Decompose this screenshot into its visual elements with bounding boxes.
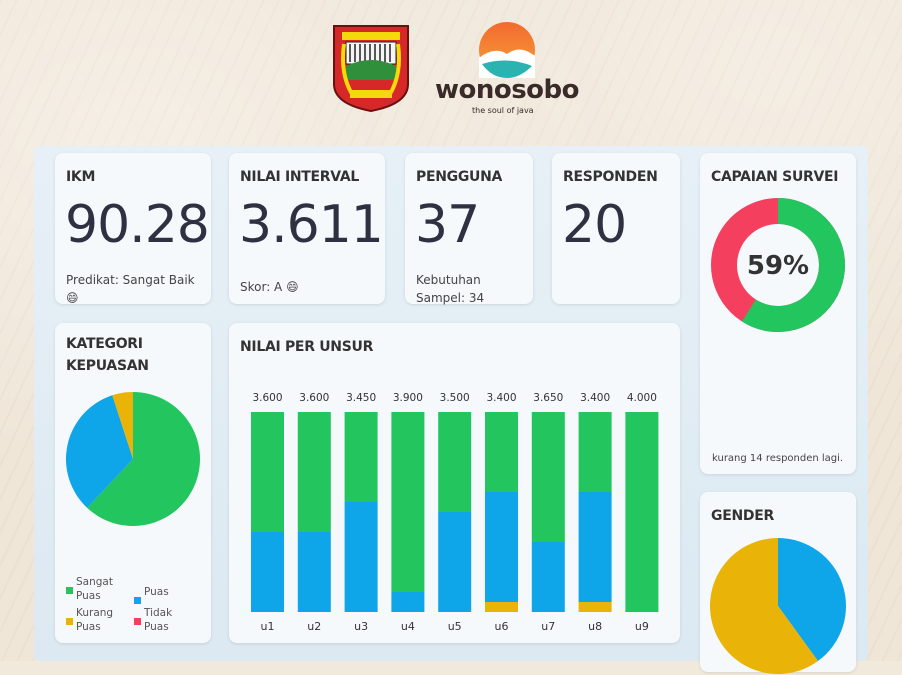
responden-title: RESPONDEN <box>563 169 658 185</box>
brand-tagline: the soul of java <box>472 106 534 115</box>
bar-value-label: 3.650 <box>533 392 564 404</box>
bar-category-label: u1 <box>260 620 275 633</box>
bar-segment-u7 <box>531 412 565 542</box>
bar-category-label: u3 <box>354 620 369 633</box>
capaian-note: kurang 14 responden lagi. <box>712 453 844 464</box>
legend-swatch <box>134 618 141 625</box>
responden-value: 20 <box>562 195 627 255</box>
bar-category-label: u8 <box>588 620 603 633</box>
kategori-pie-chart <box>66 392 200 526</box>
bar-segment-u3 <box>344 502 378 612</box>
pengguna-title: PENGGUNA <box>416 169 503 185</box>
bar-segment-u6 <box>485 492 518 602</box>
ikm-card: IKM 90.28 Predikat: Sangat Baik 😄 <box>55 153 211 305</box>
bar-segment-u3 <box>344 412 378 502</box>
brand-name: wonosobo <box>434 75 580 105</box>
capaian-percent: 59% <box>746 251 810 281</box>
bar-segment-u1 <box>251 412 284 532</box>
gender-title: GENDER <box>711 508 774 524</box>
bar-segment-u2 <box>297 412 331 532</box>
bar-segment-u5 <box>438 512 472 612</box>
legend-label: Sangat Puas <box>76 576 113 602</box>
pie-slice-kurang-puas <box>112 392 133 459</box>
pie-slice-sangat-puas <box>87 392 200 526</box>
responden-card: RESPONDEN 20 <box>552 153 680 304</box>
interval-title: NILAI INTERVAL <box>240 169 360 185</box>
unsur-bar-chart <box>251 412 659 612</box>
interval-skor: Skor: A 😄 <box>240 280 299 294</box>
bar-value-label: 3.450 <box>346 392 377 404</box>
legend-label: Tidak Puas <box>144 607 173 633</box>
interval-value: 3.611 <box>239 195 384 255</box>
pengguna-value: 37 <box>415 195 480 255</box>
kategori-card: KATEGORI KEPUASAN Sangat Puas Puas Kurang … <box>55 323 211 643</box>
kategori-title: KATEGORI KEPUASAN <box>66 336 149 374</box>
legend-label: Kurang Puas <box>76 607 114 633</box>
unsur-card: NILAI PER UNSUR 3.600 u1 3.600 u2 3.450 u3 3.9… <box>229 323 680 643</box>
interval-card: NILAI INTERVAL 3.611 Skor: A 😄 <box>229 153 385 304</box>
mountain-sun-icon <box>479 22 535 78</box>
legend-swatch <box>66 587 73 594</box>
bar-segment-u8 <box>578 412 612 492</box>
bar-category-label: u4 <box>400 620 415 633</box>
bar-segment-u1 <box>251 532 284 612</box>
bar-category-label: u6 <box>494 620 509 633</box>
bar-segment-u8 <box>578 492 612 602</box>
bar-category-label: u9 <box>634 620 649 633</box>
capaian-card: CAPAIAN SURVEI 59% kurang 14 responden l… <box>700 153 856 474</box>
capaian-donut-fill <box>711 198 845 332</box>
wonosobo-logo: wonosobo the soul of java <box>432 20 582 118</box>
bar-segment-u4 <box>391 412 425 592</box>
ikm-title: IKM <box>66 169 96 185</box>
bar-value-label: 4.000 <box>626 392 657 404</box>
capaian-title: CAPAIAN SURVEI <box>711 169 839 185</box>
bar-value-label: 3.600 <box>252 392 283 404</box>
pie-slice-puas <box>66 395 133 508</box>
capaian-donut-chart <box>711 198 845 332</box>
bar-segment-u7 <box>531 542 565 612</box>
legend-swatch <box>134 597 141 604</box>
pengguna-kebutuhan: Kebutuhan Sampel: 34 <box>416 273 485 305</box>
gender-card: GENDER <box>700 492 856 674</box>
gender-slice-yellow <box>710 538 818 674</box>
legend-swatch <box>66 618 73 625</box>
bar-segment-u2 <box>297 532 331 612</box>
bar-segment-u6 <box>485 602 518 612</box>
bar-category-label: u2 <box>307 620 322 633</box>
bar-segment-u6 <box>485 412 518 492</box>
bar-segment-u4 <box>391 592 425 612</box>
ikm-predikat: Predikat: Sangat Baik 😄 <box>66 273 195 305</box>
bar-segment-u9 <box>625 412 659 612</box>
bar-value-label: 3.600 <box>299 392 330 404</box>
gender-pie-chart <box>710 538 846 674</box>
gender-slice-blue <box>778 538 846 662</box>
bar-value-label: 3.500 <box>439 392 470 404</box>
bar-value-label: 3.900 <box>392 392 423 404</box>
bar-value-label: 3.400 <box>580 392 611 404</box>
bar-category-label: u5 <box>447 620 462 633</box>
unsur-title: NILAI PER UNSUR <box>240 339 374 355</box>
legend-label: Puas <box>144 586 169 598</box>
ikm-value: 90.28 <box>65 195 210 255</box>
regency-crest-logo <box>333 25 409 112</box>
bar-segment-u8 <box>578 602 612 612</box>
pengguna-card: PENGGUNA 37 Kebutuhan Sampel: 34 <box>405 153 533 305</box>
bar-category-label: u7 <box>541 620 556 633</box>
bar-segment-u5 <box>438 412 472 512</box>
bar-value-label: 3.400 <box>486 392 517 404</box>
